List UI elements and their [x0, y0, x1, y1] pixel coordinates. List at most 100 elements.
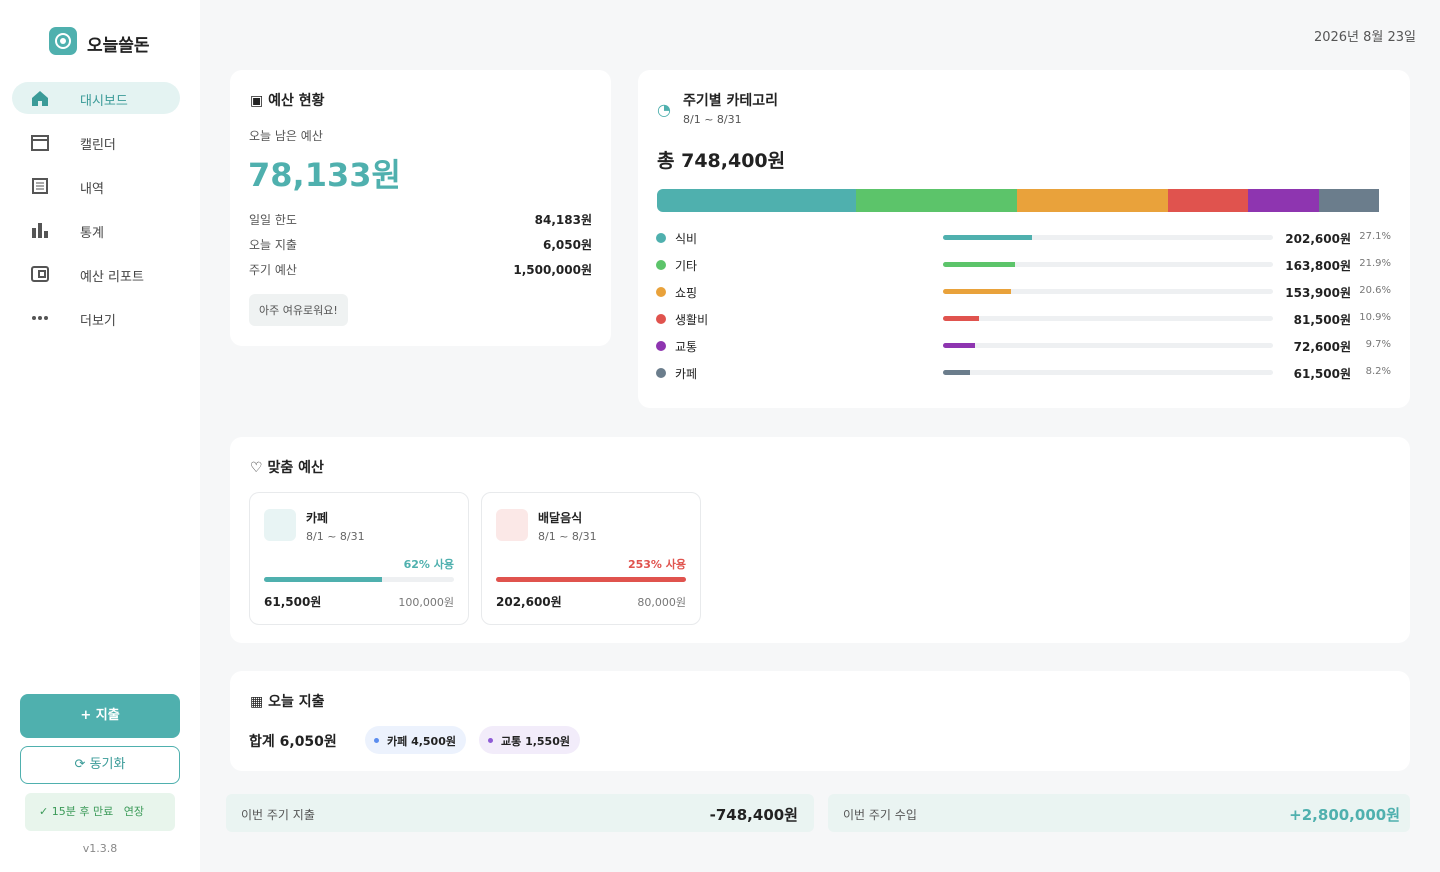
budget-period: 8/1 ~ 8/31: [306, 530, 365, 543]
stack-segment: [1319, 189, 1380, 212]
add-button[interactable]: + 지출: [20, 694, 180, 738]
summary-box: 이번 주기 수입 +2,800,000원: [828, 794, 1410, 832]
legend-dot: [656, 314, 666, 324]
track: [943, 370, 1273, 375]
stack-segment: [1247, 189, 1320, 212]
share-bar: [943, 262, 1016, 267]
amount: 163,800원: [1285, 259, 1351, 273]
share: 9.7%: [1365, 339, 1391, 350]
brand: 오늘쓸돈: [87, 36, 150, 56]
nav-item[interactable]: 예산 리포트: [12, 258, 180, 290]
legend-dot: [656, 233, 666, 243]
summary-value: +2,800,000원: [1289, 806, 1400, 824]
category-name: 식비: [675, 232, 698, 246]
custom-budget-card: ♡ 맞춤 예산 카페 8/1 ~ 8/31 62% 사용 61,500원 100,000…: [230, 437, 1410, 643]
row-label: 일일 한도: [249, 213, 297, 227]
usage-bar: [264, 577, 382, 582]
chip: 카페 4,500원: [365, 726, 466, 754]
icon: [496, 509, 528, 541]
card-title: 주기별 카테고리: [683, 93, 779, 109]
summary-label: 이번 주기 지출: [241, 808, 315, 822]
stack-segment: [855, 189, 1017, 212]
category-name: 기타: [675, 259, 698, 273]
title-text: 오늘 지출: [268, 694, 325, 710]
budget-item: 배달음식 8/1 ~ 8/31 253% 사용 202,600원 80,000원: [481, 492, 701, 625]
track: [943, 316, 1273, 321]
stack-segment: [1167, 189, 1248, 212]
share: 10.9%: [1359, 312, 1391, 323]
track: [264, 577, 454, 582]
usage: 62% 사용: [403, 558, 454, 571]
row-label: 주기 예산: [249, 263, 297, 277]
share-bar: [943, 289, 1011, 294]
share: 21.9%: [1359, 258, 1391, 269]
icon: [264, 509, 296, 541]
title-text: 예산 현황: [268, 93, 325, 109]
remaining: 78,133원: [248, 156, 401, 194]
chip: 교통 1,550원: [479, 726, 580, 754]
budget-period: 8/1 ~ 8/31: [538, 530, 597, 543]
track: [943, 343, 1273, 348]
today-card: ▦ 오늘 지출 합계 6,050원 카페 4,500원 교통 1,550원: [230, 671, 1410, 771]
category-name: 생활비: [675, 313, 709, 327]
share-bar: [943, 370, 971, 375]
session-pill: ✓ 15분 후 만료 연장: [25, 793, 175, 831]
category-name: 카페: [675, 367, 698, 381]
badge: 아주 여유로워요!: [249, 294, 348, 326]
row-value: 84,183원: [534, 213, 592, 227]
budget-item: 카페 8/1 ~ 8/31 62% 사용 61,500원 100,000원: [249, 492, 469, 625]
session: 15분 후 만료: [51, 805, 114, 818]
icon: ◔: [657, 100, 671, 119]
nav-label: 더보기: [80, 314, 116, 329]
card-title: ▦ 오늘 지출: [250, 694, 325, 710]
chip-dot: [374, 738, 379, 743]
row-value: 6,050원: [543, 238, 592, 252]
share: 20.6%: [1359, 285, 1391, 296]
share-bar: [943, 343, 975, 348]
nav-item[interactable]: 대시보드: [12, 82, 180, 114]
track: [943, 262, 1273, 267]
stacked-bar: [657, 189, 1391, 212]
nav-item[interactable]: 내역: [12, 170, 180, 202]
legend-dot: [656, 368, 666, 378]
nav-label: 예산 리포트: [80, 270, 144, 285]
legend-dot: [656, 341, 666, 351]
spent: 202,600원: [496, 595, 562, 609]
amount: 81,500원: [1293, 313, 1351, 327]
nav-item[interactable]: 더보기: [12, 302, 180, 334]
stack-segment: [1016, 189, 1168, 212]
extend[interactable]: 연장: [123, 805, 144, 818]
amount: 72,600원: [1293, 340, 1351, 354]
usage-bar: [496, 577, 686, 582]
chip-dot: [488, 738, 493, 743]
nav-label: 대시보드: [80, 94, 128, 109]
share-bar: [943, 235, 1033, 240]
budget-name: 카페: [306, 511, 329, 525]
spent: 61,500원: [264, 595, 322, 609]
track: [943, 235, 1273, 240]
category-name: 교통: [675, 340, 698, 354]
share-bar: [943, 316, 979, 321]
card-title: ♡ 맞춤 예산: [250, 460, 324, 476]
sync-button[interactable]: ⟳ 동기화: [20, 746, 180, 784]
summary-value: -748,400원: [709, 806, 798, 824]
nav-item[interactable]: 캘린더: [12, 126, 180, 158]
share: 27.1%: [1359, 231, 1391, 242]
title-text: 맞춤 예산: [267, 460, 324, 476]
nav-item[interactable]: 통계: [12, 214, 180, 246]
summary-box: 이번 주기 지출 -748,400원: [226, 794, 814, 832]
track: [943, 289, 1273, 294]
legend-dot: [656, 260, 666, 270]
sidebar: 오늘쓸돈 대시보드 캘린더 내역 통계 예산 리포트 더보기 + 지출 ⟳ 동기…: [0, 0, 200, 872]
label: 오늘 남은 예산: [249, 129, 323, 143]
budget-card: ▣ 예산 현황 오늘 남은 예산 78,133원 아주 여유로워요! 일일 한도…: [230, 70, 611, 346]
limit: 100,000원: [398, 596, 454, 609]
card-title: ▣ 예산 현황: [250, 93, 325, 109]
track: [496, 577, 686, 582]
share: 8.2%: [1365, 366, 1391, 377]
row-label: 오늘 지출: [249, 238, 297, 252]
budget-name: 배달음식: [538, 511, 583, 525]
nav-label: 캘린더: [80, 138, 116, 153]
limit: 80,000원: [637, 596, 686, 609]
category-name: 쇼핑: [675, 286, 698, 300]
